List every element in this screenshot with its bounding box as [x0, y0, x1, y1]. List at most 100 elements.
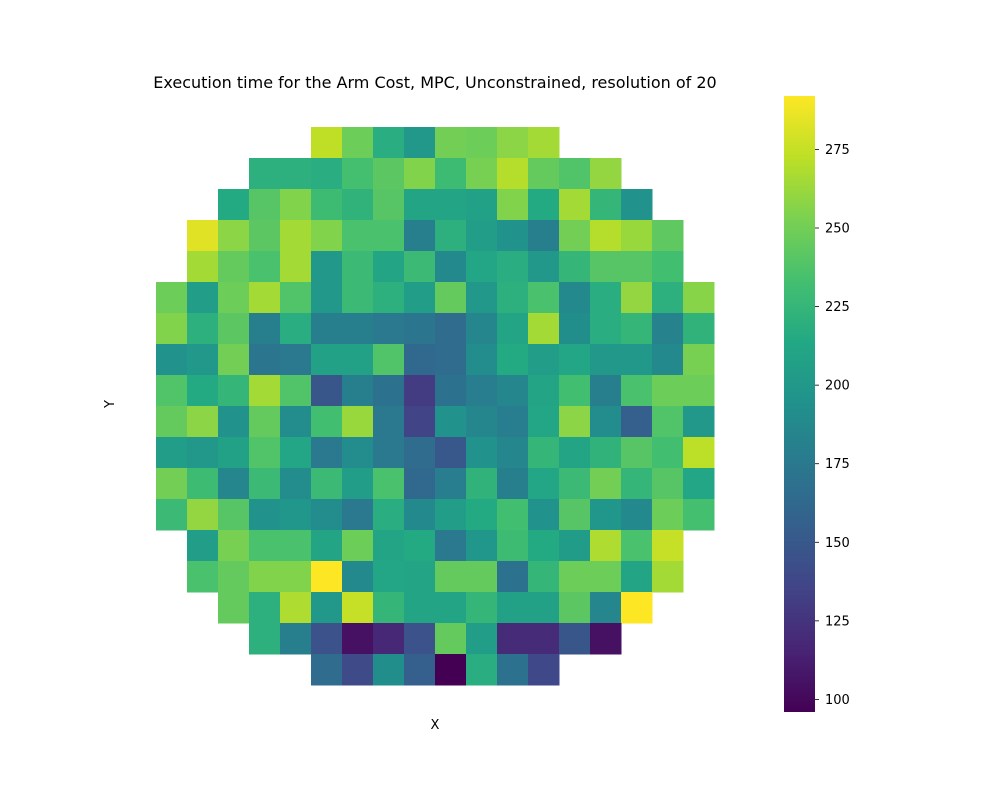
heatmap-cell	[249, 375, 281, 407]
heatmap-cell	[187, 499, 219, 531]
heatmap-cell	[590, 623, 622, 655]
heatmap-cell	[311, 189, 343, 221]
heatmap-cell	[466, 654, 498, 686]
heatmap-cell	[590, 468, 622, 500]
heatmap-cell	[466, 127, 498, 159]
heatmap-cell	[280, 282, 312, 314]
heatmap-cell	[435, 530, 467, 562]
heatmap-cell	[466, 499, 498, 531]
heatmap-cell	[559, 189, 591, 221]
heatmap-cell	[373, 561, 405, 593]
heatmap-cell	[280, 220, 312, 252]
heatmap-cells	[156, 127, 715, 686]
heatmap-cell	[280, 468, 312, 500]
heatmap-cell	[466, 158, 498, 190]
heatmap-cell	[652, 468, 684, 500]
heatmap-cell	[559, 158, 591, 190]
heatmap-cell	[466, 251, 498, 283]
heatmap-cell	[528, 189, 560, 221]
heatmap-cell	[218, 561, 250, 593]
colorbar-tick-label: 150	[825, 536, 850, 551]
heatmap-cell	[249, 313, 281, 345]
heatmap-cell	[590, 406, 622, 438]
heatmap-cell	[311, 623, 343, 655]
heatmap-cell	[156, 468, 188, 500]
heatmap-cell	[435, 437, 467, 469]
heatmap-cell	[218, 251, 250, 283]
heatmap-cell	[683, 375, 715, 407]
heatmap-cell	[280, 530, 312, 562]
heatmap-cell	[342, 561, 374, 593]
heatmap-cell	[652, 499, 684, 531]
heatmap-cell	[497, 344, 529, 376]
heatmap-cell	[559, 499, 591, 531]
heatmap-cell	[466, 313, 498, 345]
heatmap-cell	[683, 437, 715, 469]
heatmap-cell	[559, 375, 591, 407]
heatmap-cell	[311, 158, 343, 190]
heatmap-cell	[249, 499, 281, 531]
heatmap-cell	[590, 561, 622, 593]
heatmap-cell	[311, 220, 343, 252]
heatmap-cell	[218, 468, 250, 500]
heatmap-cell	[559, 251, 591, 283]
heatmap-cell	[435, 127, 467, 159]
heatmap-cell	[528, 623, 560, 655]
heatmap-cell	[373, 468, 405, 500]
heatmap-cell	[404, 189, 436, 221]
heatmap-cell	[497, 189, 529, 221]
heatmap-cell	[621, 406, 653, 438]
heatmap-cell	[404, 313, 436, 345]
heatmap-cell	[621, 437, 653, 469]
heatmap-cell	[156, 344, 188, 376]
heatmap-cell	[311, 344, 343, 376]
heatmap-cell	[404, 220, 436, 252]
heatmap-cell	[404, 251, 436, 283]
heatmap-cell	[590, 344, 622, 376]
heatmap-cell	[435, 592, 467, 624]
heatmap-cell	[342, 127, 374, 159]
heatmap-cell	[342, 282, 374, 314]
heatmap-cell	[528, 468, 560, 500]
heatmap-cell	[373, 654, 405, 686]
heatmap-cell	[683, 282, 715, 314]
heatmap-cell	[466, 344, 498, 376]
heatmap-cell	[311, 282, 343, 314]
heatmap-cell	[528, 375, 560, 407]
heatmap-cell	[373, 158, 405, 190]
heatmap-cell	[187, 282, 219, 314]
heatmap-cell	[435, 561, 467, 593]
colorbar-tick-label: 275	[825, 143, 850, 158]
heatmap-cell	[621, 251, 653, 283]
heatmap-cell	[187, 251, 219, 283]
heatmap-cell	[652, 530, 684, 562]
heatmap-cell	[249, 561, 281, 593]
heatmap-cell	[187, 561, 219, 593]
heatmap-cell	[373, 282, 405, 314]
heatmap-cell	[311, 530, 343, 562]
colorbar-tick-label: 100	[825, 693, 850, 708]
heatmap-cell	[652, 282, 684, 314]
colorbar-tick-label: 250	[825, 222, 850, 237]
heatmap-cell	[621, 220, 653, 252]
heatmap-cell	[342, 468, 374, 500]
heatmap-cell	[280, 592, 312, 624]
heatmap-cell	[559, 592, 591, 624]
heatmap-cell	[249, 530, 281, 562]
heatmap-cell	[280, 437, 312, 469]
heatmap-cell	[559, 282, 591, 314]
heatmap-cell	[342, 158, 374, 190]
heatmap-cell	[373, 530, 405, 562]
heatmap-cell	[497, 313, 529, 345]
heatmap-cell	[497, 623, 529, 655]
heatmap-cell	[218, 282, 250, 314]
heatmap-cell	[404, 406, 436, 438]
heatmap-cell	[311, 437, 343, 469]
heatmap-cell	[404, 530, 436, 562]
heatmap-cell	[156, 313, 188, 345]
heatmap-cell	[342, 251, 374, 283]
colorbar-tick-label: 200	[825, 379, 850, 394]
colorbar-tick-label: 175	[825, 457, 850, 472]
heatmap-cell	[280, 313, 312, 345]
